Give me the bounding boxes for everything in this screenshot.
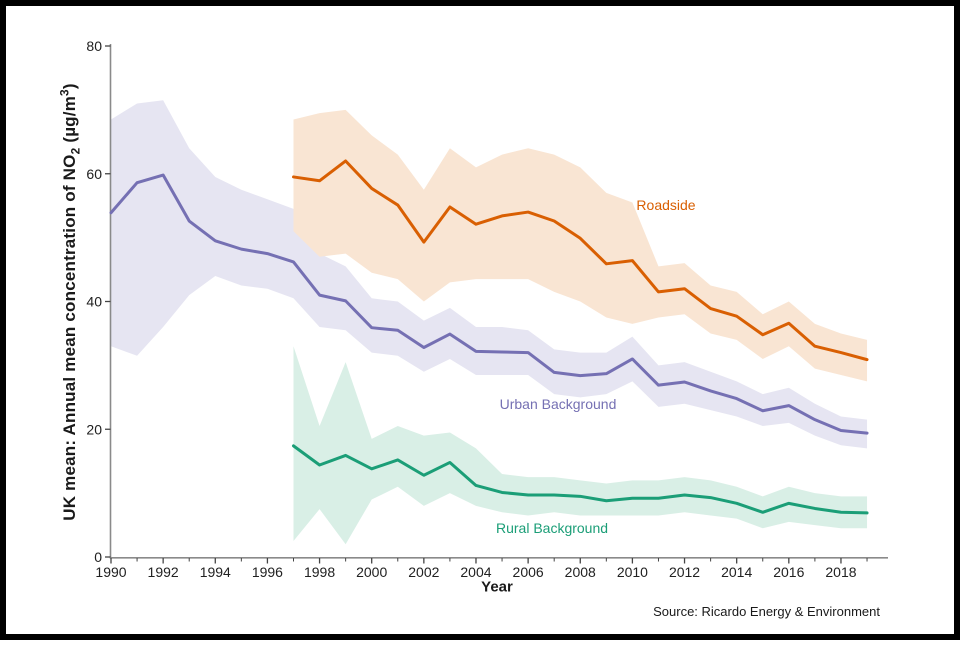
x-tick-label: 2016	[773, 564, 804, 580]
y-tick-label: 20	[86, 421, 102, 437]
y-tick-label: 0	[94, 549, 102, 565]
series-label-urban-background: Urban Background	[499, 396, 617, 412]
line-roadside	[291, 159, 869, 362]
no2-trend-chart: 1990 1992 1994 1996 1998 2000 2002 2004 2006 2008…	[86, 38, 888, 580]
x-tick-label: 2006	[513, 564, 544, 580]
line-rural-background	[291, 444, 869, 515]
x-axis-title: Year	[481, 578, 513, 596]
band-rural-background	[293, 346, 868, 545]
x-tick-label: 1994	[200, 564, 231, 580]
y-axis-title-close: )	[60, 83, 80, 90]
y-axis-title-subscript: 2	[68, 147, 83, 155]
x-tick-label: 2014	[721, 564, 752, 580]
y-tick-label: 80	[86, 38, 102, 54]
series-label-rural-background: Rural Background	[495, 520, 609, 536]
x-tick-label: 1996	[252, 564, 283, 580]
y-axis-title-units: (µg/m	[60, 95, 80, 148]
y-axis-title: UK mean: Annual mean concentration of NO…	[57, 83, 82, 520]
line-urban-background	[109, 173, 869, 435]
x-tick-label: 2010	[617, 564, 648, 580]
x-tick-label: 1992	[148, 564, 179, 580]
y-tick-label: 40	[86, 294, 102, 310]
x-tick-label: 2004	[460, 564, 491, 580]
x-tick-label: 2008	[565, 564, 596, 580]
band-urban-background	[111, 100, 868, 449]
x-tick-label: 1990	[95, 564, 126, 580]
x-tick-label: 1998	[304, 564, 335, 580]
x-tick-label: 2002	[408, 564, 439, 580]
y-axis-title-superscript: 3	[57, 89, 72, 96]
y-tick-label: 60	[86, 166, 102, 182]
series-label-roadside: Roadside	[636, 197, 696, 213]
x-tick-label: 2012	[669, 564, 700, 580]
y-axis-title-text: UK mean: Annual mean concentration of NO	[60, 154, 80, 521]
x-tick-label: 2000	[356, 564, 387, 580]
x-tick-label: 2018	[825, 564, 856, 580]
source-caption: Source: Ricardo Energy & Environment	[653, 604, 880, 619]
